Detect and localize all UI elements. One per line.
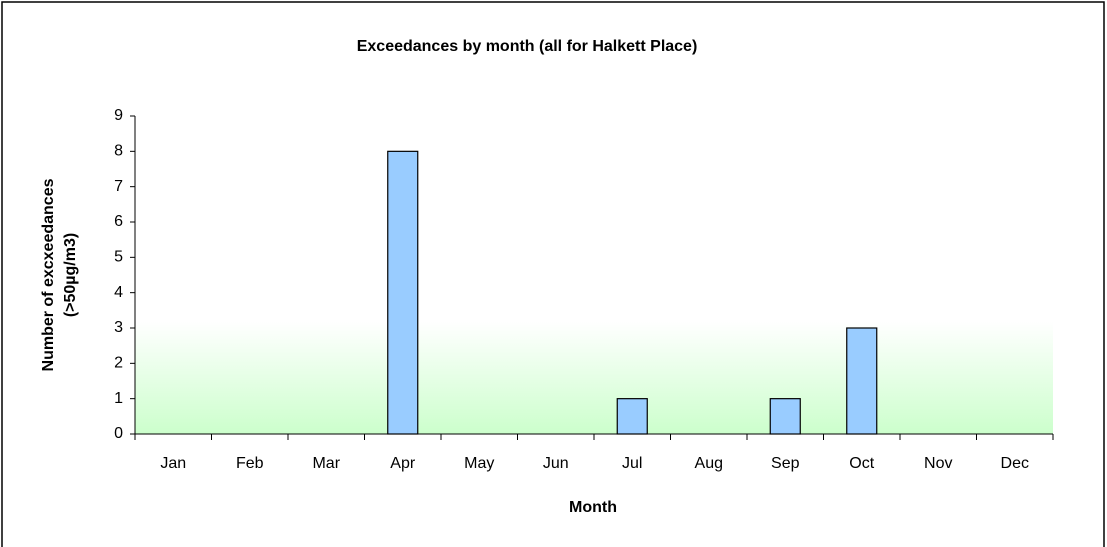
bar bbox=[387, 150, 419, 435]
y-tick-label: 4 bbox=[114, 284, 123, 301]
x-tick-label: Jan bbox=[160, 455, 186, 472]
y-tick-label: 3 bbox=[114, 319, 123, 336]
y-axis-title: (>50µg/m3) bbox=[62, 233, 79, 317]
y-tick-label: 7 bbox=[114, 178, 123, 195]
x-tick-label: May bbox=[464, 455, 494, 472]
x-tick-label: Jul bbox=[622, 455, 642, 472]
x-tick-label: Aug bbox=[695, 455, 723, 472]
y-axis-title: Number of excxeedances bbox=[40, 178, 57, 371]
x-tick-label: Nov bbox=[924, 455, 952, 472]
y-tick-label: 5 bbox=[114, 249, 123, 266]
y-tick-label: 2 bbox=[114, 355, 123, 372]
y-tick-label: 9 bbox=[114, 107, 123, 124]
chart-title: Exceedances by month (all for Halkett Pl… bbox=[357, 38, 698, 55]
x-tick-label: Feb bbox=[236, 455, 264, 472]
y-tick-label: 6 bbox=[114, 213, 123, 230]
y-tick-label: 8 bbox=[114, 143, 123, 160]
x-tick-label: Apr bbox=[390, 455, 416, 472]
bar bbox=[846, 327, 878, 435]
x-tick-label: Jun bbox=[543, 455, 569, 472]
x-tick-label: Dec bbox=[1001, 455, 1029, 472]
x-axis-title: Month bbox=[569, 499, 617, 516]
x-tick-label: Sep bbox=[771, 455, 800, 472]
x-tick-label: Mar bbox=[312, 455, 340, 472]
plot-background bbox=[135, 322, 1053, 434]
bar bbox=[769, 398, 801, 435]
y-tick-label: 0 bbox=[114, 425, 123, 442]
bar bbox=[616, 398, 648, 435]
y-tick-label: 1 bbox=[114, 390, 123, 407]
x-tick-label: Oct bbox=[849, 455, 874, 472]
